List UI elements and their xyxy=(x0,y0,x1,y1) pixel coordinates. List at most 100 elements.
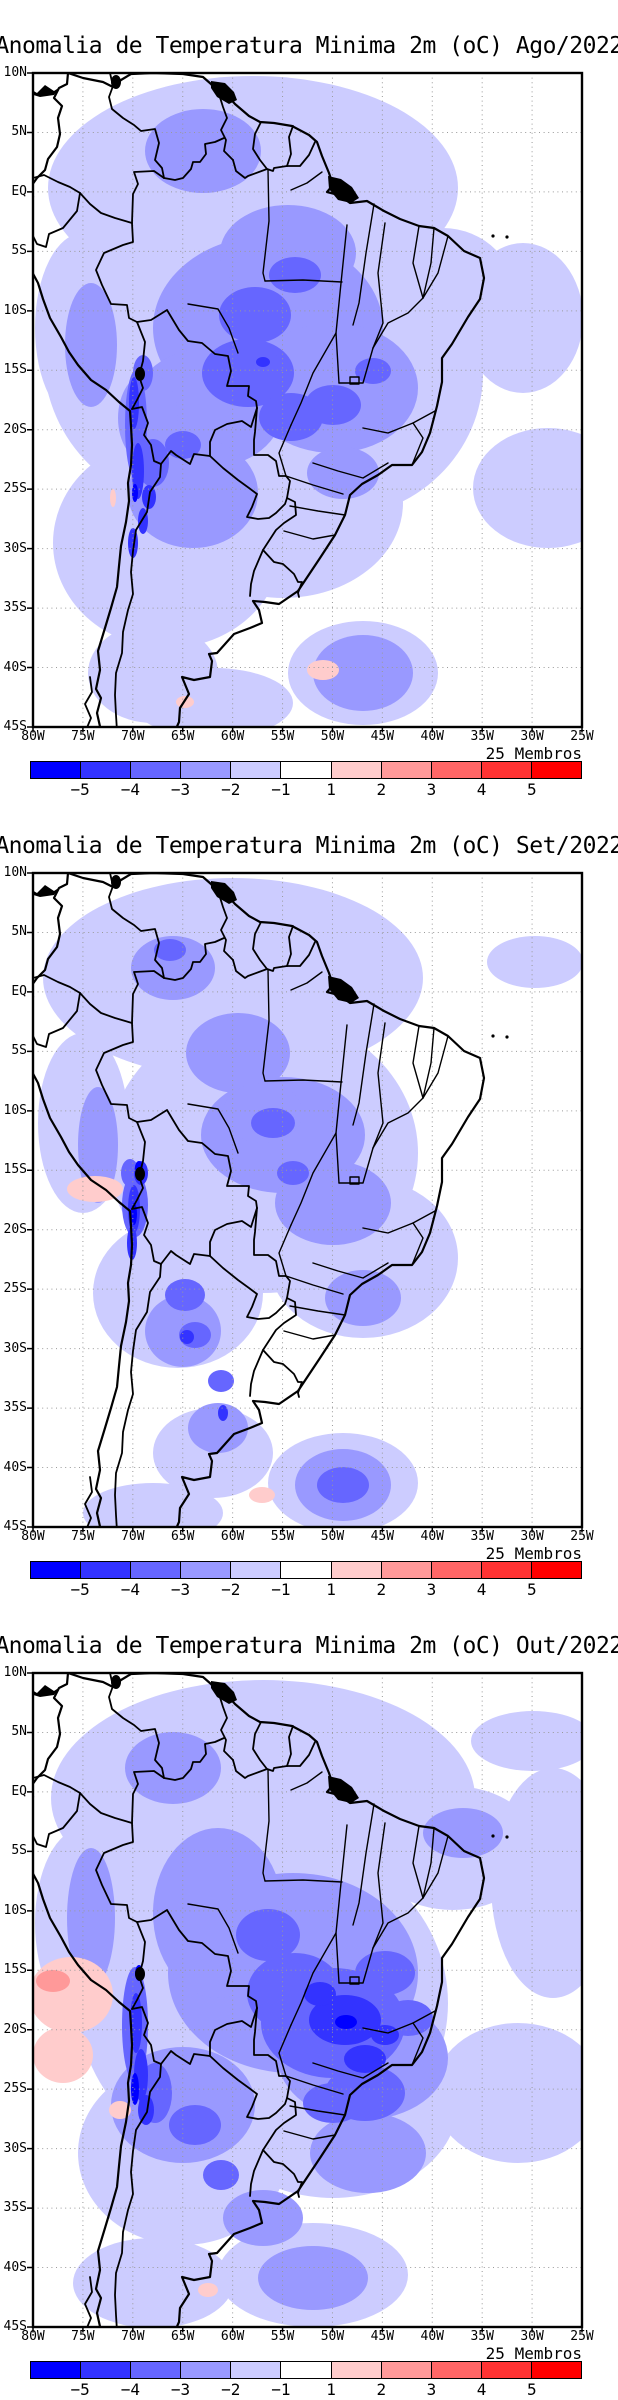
colorbar-label: 5 xyxy=(526,780,537,799)
lon-tick-label: 30W xyxy=(520,729,544,744)
colorbar-label: −5 xyxy=(70,780,90,799)
colorbar-cell xyxy=(380,1562,431,1578)
colorbar-cell xyxy=(380,2362,431,2378)
lat-tick-label: 35S xyxy=(3,1400,27,1416)
lat-tick-label: 5S xyxy=(11,1843,27,1859)
lon-tick-label: 80W xyxy=(21,1529,45,1544)
colorbar-cell xyxy=(130,2362,181,2378)
lat-tick-label: 45S xyxy=(3,2318,27,2334)
colorbar-label: −3 xyxy=(170,780,191,799)
colorbar-label: −5 xyxy=(70,2380,90,2399)
colorbar-cell xyxy=(330,2362,381,2378)
colorbar-label: 4 xyxy=(476,1580,487,1599)
colorbar-cell xyxy=(530,762,582,778)
lon-tick-label: 60W xyxy=(220,2329,245,2344)
latitude-axis: 10N 5N EQ 5S 10S 15S 20S 25S 30S 35S 40S 45S xyxy=(0,66,29,734)
colorbar-cell xyxy=(180,2362,231,2378)
colorbar-label: −2 xyxy=(221,780,241,799)
colorbar-label: −1 xyxy=(271,1580,291,1599)
colorbar-cell xyxy=(530,1562,582,1578)
lat-tick-label: 10S xyxy=(3,302,27,318)
map-title: Anomalia de Temperatura Minima 2m (oC) S… xyxy=(0,833,618,859)
lat-tick-label: 5N xyxy=(11,124,27,140)
map-title: Anomalia de Temperatura Minima 2m (oC) O… xyxy=(0,1633,618,1659)
lat-tick-label: 15S xyxy=(3,1162,27,1178)
lon-tick-label: 40W xyxy=(420,2329,444,2344)
lon-tick-label: 80W xyxy=(21,729,45,744)
colorbar-label: 2 xyxy=(376,780,387,799)
lon-tick-label: 25W xyxy=(570,2329,594,2344)
colorbar-cell xyxy=(530,2362,582,2378)
lon-tick-label: 30W xyxy=(520,2329,544,2344)
lon-tick-label: 75W xyxy=(71,1529,95,1544)
lat-tick-label: 5S xyxy=(11,243,27,259)
lon-tick-label: 45W xyxy=(370,2329,395,2344)
colorbar-label: 5 xyxy=(526,1580,537,1599)
lat-tick-label: 10S xyxy=(3,1102,27,1118)
colorbar-cell xyxy=(130,1562,181,1578)
colorbar-cell xyxy=(480,762,531,778)
lat-tick-label: 40S xyxy=(3,2259,27,2275)
lon-tick-label: 65W xyxy=(170,729,195,744)
lon-tick-label: 35W xyxy=(470,729,494,744)
lat-tick-label: 30S xyxy=(3,1340,27,1356)
lon-tick-label: 35W xyxy=(470,2329,494,2344)
colorbar-cell xyxy=(430,2362,481,2378)
anomaly-fill-layer xyxy=(33,1680,582,2327)
lat-tick-label: 10N xyxy=(3,865,27,880)
lon-tick-label: 45W xyxy=(370,729,395,744)
lat-tick-label: 10N xyxy=(3,1665,27,1680)
colorbar-label: −5 xyxy=(70,1580,90,1599)
anomaly-fill-layer xyxy=(38,878,582,1527)
members-label: 25 Membros xyxy=(485,744,582,763)
colorbar-cell xyxy=(31,2362,81,2378)
longitude-axis: 80W 75W 70W 65W 60W 55W 50W 45W 40W 35W 30W 25W xyxy=(21,729,593,746)
lat-tick-label: 45S xyxy=(3,718,27,734)
colorbar-cell xyxy=(80,2362,131,2378)
colorbar-cell xyxy=(31,762,81,778)
colorbar: −5 −4 −3 −2 −1 1 2 3 4 5 xyxy=(30,761,582,799)
colorbar-label: 4 xyxy=(476,2380,487,2399)
lon-tick-label: 55W xyxy=(270,1529,295,1544)
lon-tick-label: 65W xyxy=(170,2329,195,2344)
colorbar-cell xyxy=(80,1562,131,1578)
panel-out-2022: Anomalia de Temperatura Minima 2m (oC) O… xyxy=(0,1600,618,2400)
members-label: 25 Membros xyxy=(485,2344,582,2363)
colorbar-cell xyxy=(430,1562,481,1578)
colorbar-cell xyxy=(180,1562,231,1578)
map-set-2022: 10N 5N EQ 5S 10S 15S 20S 25S 30S 35S 40S 45S 80W 75W… xyxy=(0,800,618,1544)
colorbar-label: 2 xyxy=(376,2380,387,2399)
lon-tick-label: 50W xyxy=(320,1529,345,1544)
colorbar-label: 3 xyxy=(426,780,437,799)
lat-tick-label: 40S xyxy=(3,1459,27,1475)
colorbar-cell xyxy=(330,1562,381,1578)
lat-tick-label: 25S xyxy=(3,1281,27,1297)
lat-tick-label: 5N xyxy=(11,924,27,940)
lon-tick-label: 40W xyxy=(420,1529,444,1544)
lon-tick-label: 50W xyxy=(320,2329,345,2344)
colorbar-label: 5 xyxy=(526,2380,537,2399)
lat-tick-label: 20S xyxy=(3,2021,27,2037)
lon-tick-label: 45W xyxy=(370,1529,395,1544)
lon-tick-label: 65W xyxy=(170,1529,195,1544)
colorbar-label: −4 xyxy=(120,780,140,799)
anomaly-fill-layer xyxy=(35,76,582,727)
colorbar: −5 −4 −3 −2 −1 1 2 3 4 5 xyxy=(30,1561,582,1599)
lon-tick-label: 35W xyxy=(470,1529,494,1544)
lon-tick-label: 25W xyxy=(570,729,594,744)
colorbar-cell xyxy=(230,2362,281,2378)
colorbar-cell xyxy=(230,1562,281,1578)
longitude-axis: 80W 75W 70W 65W 60W 55W 50W 45W 40W 35W 30W 25W xyxy=(21,1529,593,1546)
lat-tick-label: 35S xyxy=(3,2200,27,2216)
lat-tick-label: EQ xyxy=(11,983,27,999)
lat-tick-label: 15S xyxy=(3,362,27,378)
members-label: 25 Membros xyxy=(485,1544,582,1563)
colorbar-label: 3 xyxy=(426,2380,437,2399)
map-title: Anomalia de Temperatura Minima 2m (oC) A… xyxy=(0,33,618,59)
lon-tick-label: 70W xyxy=(121,729,145,744)
colorbar-label: −1 xyxy=(271,780,291,799)
lat-tick-label: 20S xyxy=(3,1221,27,1237)
panel-set-2022: Anomalia de Temperatura Minima 2m (oC) S… xyxy=(0,800,618,1600)
lon-tick-label: 70W xyxy=(121,2329,145,2344)
lon-tick-label: 60W xyxy=(220,729,245,744)
